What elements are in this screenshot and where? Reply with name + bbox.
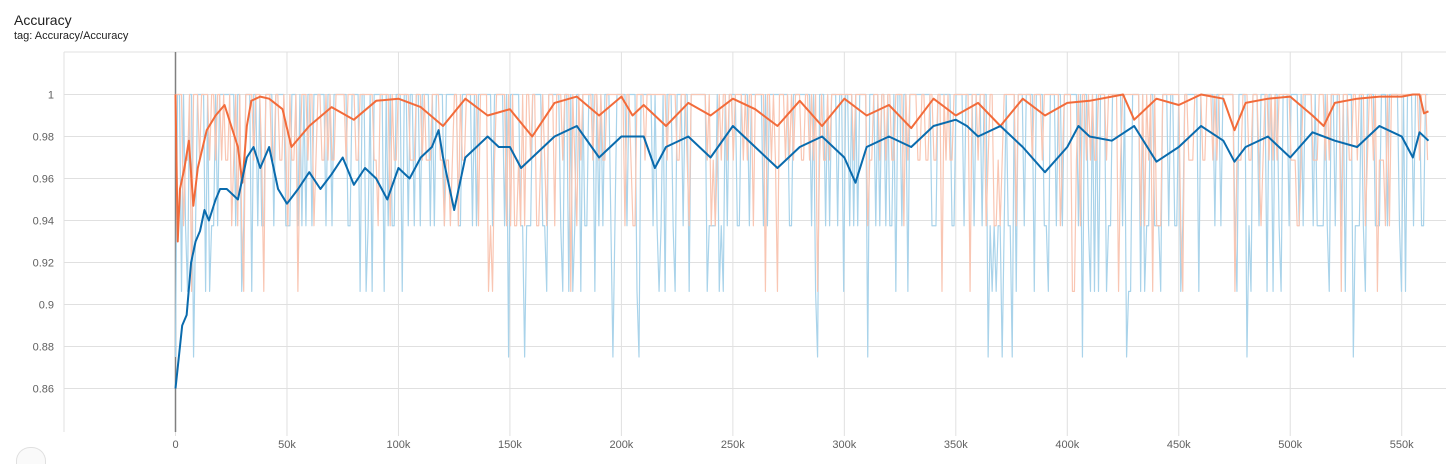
y-tick-label: 1 xyxy=(48,90,54,102)
orange-smoothed-series-line xyxy=(174,93,1429,243)
x-tick-label: 450k xyxy=(1167,439,1191,451)
y-tick-label: 0.86 xyxy=(33,384,54,396)
x-tick-label: 200k xyxy=(609,439,633,451)
y-tick-label: 0.94 xyxy=(33,216,54,228)
x-tick-label: 300k xyxy=(832,439,856,451)
x-tick-label: 350k xyxy=(944,439,968,451)
x-tick-label: 100k xyxy=(387,439,411,451)
y-tick-label: 0.9 xyxy=(39,300,54,312)
x-tick-label: 150k xyxy=(498,439,522,451)
x-tick-label: 50k xyxy=(278,439,296,451)
x-tick-label: 0 xyxy=(172,439,178,451)
x-tick-label: 400k xyxy=(1055,439,1079,451)
orange-raw-series-line xyxy=(175,93,1429,292)
x-tick-label: 500k xyxy=(1278,439,1302,451)
y-tick-label: 0.98 xyxy=(33,132,54,144)
blue-raw-series-line xyxy=(174,93,1428,358)
chart-tag-label: tag: Accuracy/Accuracy xyxy=(14,30,129,42)
y-tick-label: 0.96 xyxy=(33,174,54,186)
y-tick-label: 0.92 xyxy=(33,258,54,270)
blue-smoothed-series-line xyxy=(174,118,1430,389)
x-tick-label: 250k xyxy=(721,439,745,451)
chart-title: Accuracy xyxy=(14,12,72,28)
x-tick-label: 550k xyxy=(1390,439,1414,451)
y-tick-label: 0.88 xyxy=(33,342,54,354)
